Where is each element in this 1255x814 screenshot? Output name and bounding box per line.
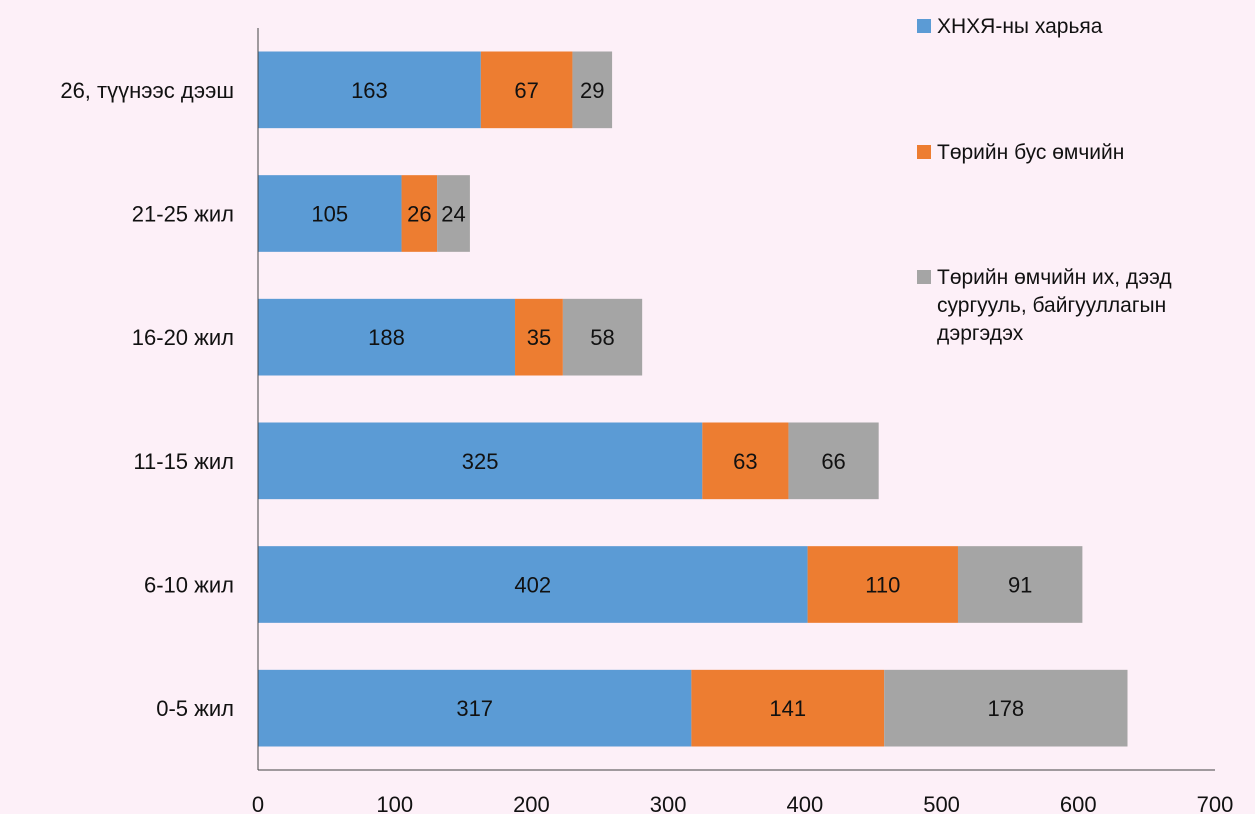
data-label-1-1: 317 bbox=[456, 696, 493, 721]
bar-2-6 bbox=[480, 51, 573, 129]
category-label-3: 11-15 жил bbox=[133, 449, 234, 474]
legend-label-series-2: Төрийн бус өмчийн bbox=[937, 141, 1125, 164]
x-tick-label-8: 700 bbox=[1197, 792, 1234, 814]
bar-1-1 bbox=[258, 669, 692, 747]
data-label-2-6: 67 bbox=[514, 78, 538, 103]
data-label-2-5: 26 bbox=[407, 202, 431, 227]
data-label-3-2: 91 bbox=[1008, 573, 1032, 598]
x-tick-label-1: 0 bbox=[252, 792, 264, 814]
data-label-2-2: 110 bbox=[865, 573, 900, 598]
bar-1-4 bbox=[258, 298, 516, 376]
legend-item-series-2: Төрийн бус өмчийн bbox=[917, 139, 1249, 167]
legend-label-series-3: Төрийн өмчийн их, дээд сургууль, байгуул… bbox=[937, 266, 1172, 345]
data-label-3-3: 66 bbox=[821, 449, 845, 474]
bar-2-3 bbox=[702, 422, 789, 500]
x-tick-label-5: 400 bbox=[786, 792, 823, 814]
x-tick-label-7: 600 bbox=[1060, 792, 1097, 814]
x-tick-label-6: 500 bbox=[923, 792, 960, 814]
data-label-3-1: 178 bbox=[987, 696, 1024, 721]
x-tick-label-3: 200 bbox=[513, 792, 550, 814]
data-label-3-5: 24 bbox=[441, 202, 465, 227]
category-label-2: 6-10 жил bbox=[144, 573, 234, 598]
bar-2-1 bbox=[691, 669, 885, 747]
bar-1-6 bbox=[258, 51, 481, 129]
x-tick-label-2: 100 bbox=[376, 792, 413, 814]
data-label-2-3: 63 bbox=[733, 449, 757, 474]
x-tick-label-4: 300 bbox=[650, 792, 687, 814]
data-label-2-1: 141 bbox=[769, 696, 806, 721]
bar-2-2 bbox=[807, 546, 958, 623]
legend-item-series-1: ХНХЯ-ны харьяа bbox=[917, 13, 1249, 41]
bar-3-3 bbox=[788, 422, 879, 500]
bar-2-4 bbox=[515, 298, 563, 376]
data-label-1-2: 402 bbox=[514, 573, 551, 598]
data-label-1-5: 105 bbox=[311, 202, 348, 227]
category-label-4: 16-20 жил bbox=[132, 325, 234, 350]
data-label-1-6: 163 bbox=[351, 78, 388, 103]
bar-3-1 bbox=[884, 669, 1128, 747]
data-label-3-4: 58 bbox=[590, 325, 614, 350]
bar-1-3 bbox=[258, 422, 703, 500]
data-label-2-4: 35 bbox=[527, 325, 551, 350]
legend-swatch-series-1 bbox=[917, 19, 931, 33]
bar-3-2 bbox=[957, 546, 1083, 623]
legend-swatch-series-2 bbox=[917, 145, 931, 159]
data-label-1-3: 325 bbox=[462, 449, 499, 474]
bar-1-5 bbox=[258, 175, 402, 252]
category-label-5: 21-25 жил bbox=[132, 202, 234, 227]
bar-3-4 bbox=[562, 298, 643, 376]
bar-3-6 bbox=[572, 51, 613, 129]
data-label-1-4: 188 bbox=[368, 325, 405, 350]
bar-2-5 bbox=[401, 175, 438, 252]
legend-swatch-series-3 bbox=[917, 270, 931, 284]
legend-label-series-1: ХНХЯ-ны харьяа bbox=[937, 15, 1103, 38]
bar-1-2 bbox=[258, 546, 808, 623]
legend-item-series-3: Төрийн өмчийн их, дээд сургууль, байгуул… bbox=[917, 264, 1249, 348]
category-label-1: 0-5 жил bbox=[156, 696, 234, 721]
data-label-3-6: 29 bbox=[580, 78, 604, 103]
bar-3-5 bbox=[437, 175, 470, 252]
category-label-6: 26, түүнээс дээш bbox=[60, 78, 234, 103]
